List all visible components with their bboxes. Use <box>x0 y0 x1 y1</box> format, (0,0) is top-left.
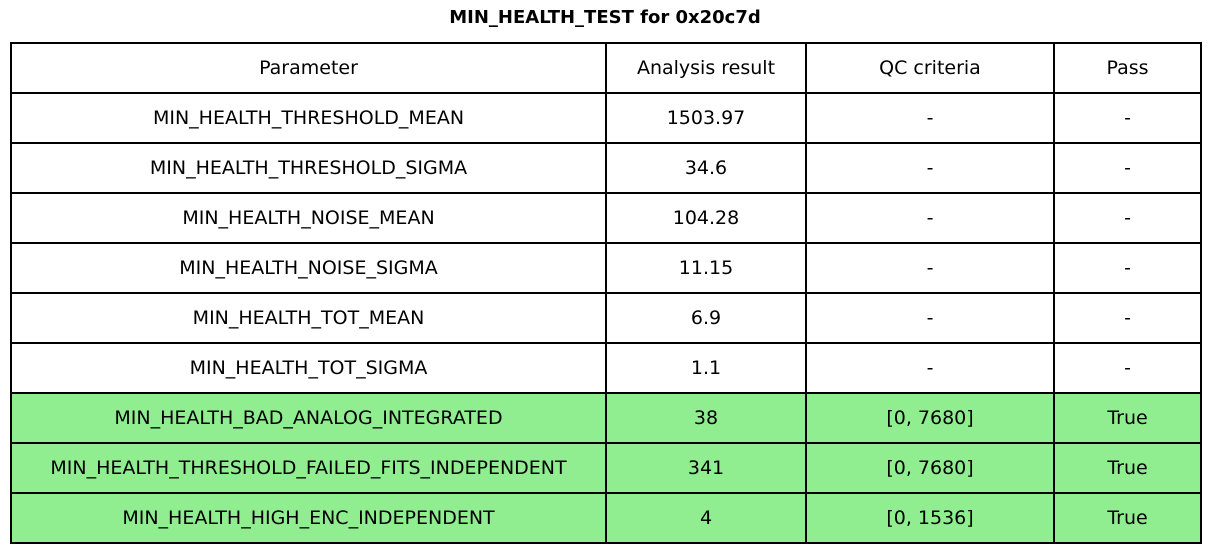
cell-analysis-result: 6.9 <box>605 292 807 344</box>
cell-pass: - <box>1053 142 1202 194</box>
cell-qc-criteria: - <box>805 92 1055 144</box>
chart-title: MIN_HEALTH_TEST for 0x20c7d <box>449 7 761 28</box>
table-row: MIN_HEALTH_TOT_SIGMA 1.1 - - <box>10 342 1202 394</box>
cell-pass: True <box>1053 492 1202 544</box>
table-row: MIN_HEALTH_TOT_MEAN 6.9 - - <box>10 292 1202 344</box>
cell-parameter: MIN_HEALTH_THRESHOLD_MEAN <box>10 92 607 144</box>
cell-parameter: MIN_HEALTH_THRESHOLD_SIGMA <box>10 142 607 194</box>
cell-qc-criteria: [0, 7680] <box>805 392 1055 444</box>
cell-parameter: MIN_HEALTH_NOISE_MEAN <box>10 192 607 244</box>
table-row: MIN_HEALTH_NOISE_SIGMA 11.15 - - <box>10 242 1202 294</box>
qc-results-table: Parameter Analysis result QC criteria Pa… <box>10 42 1202 544</box>
cell-analysis-result: 38 <box>605 392 807 444</box>
cell-qc-criteria: [0, 1536] <box>805 492 1055 544</box>
column-header-analysis-result: Analysis result <box>605 42 807 94</box>
cell-qc-criteria: - <box>805 192 1055 244</box>
cell-analysis-result: 34.6 <box>605 142 807 194</box>
cell-pass: - <box>1053 192 1202 244</box>
cell-parameter: MIN_HEALTH_TOT_SIGMA <box>10 342 607 394</box>
table-row: MIN_HEALTH_THRESHOLD_MEAN 1503.97 - - <box>10 92 1202 144</box>
cell-qc-criteria: [0, 7680] <box>805 442 1055 494</box>
table-row-passed: MIN_HEALTH_HIGH_ENC_INDEPENDENT 4 [0, 15… <box>10 492 1202 544</box>
cell-qc-criteria: - <box>805 242 1055 294</box>
cell-analysis-result: 1503.97 <box>605 92 807 144</box>
column-header-pass: Pass <box>1053 42 1202 94</box>
table-row-passed: MIN_HEALTH_THRESHOLD_FAILED_FITS_INDEPEN… <box>10 442 1202 494</box>
cell-pass: True <box>1053 442 1202 494</box>
table-row-passed: MIN_HEALTH_BAD_ANALOG_INTEGRATED 38 [0, … <box>10 392 1202 444</box>
cell-parameter: MIN_HEALTH_NOISE_SIGMA <box>10 242 607 294</box>
cell-pass: - <box>1053 242 1202 294</box>
table-header-row: Parameter Analysis result QC criteria Pa… <box>10 42 1202 94</box>
cell-qc-criteria: - <box>805 142 1055 194</box>
cell-pass: - <box>1053 292 1202 344</box>
cell-pass: True <box>1053 392 1202 444</box>
cell-parameter: MIN_HEALTH_THRESHOLD_FAILED_FITS_INDEPEN… <box>10 442 607 494</box>
column-header-qc-criteria: QC criteria <box>805 42 1055 94</box>
cell-qc-criteria: - <box>805 292 1055 344</box>
cell-analysis-result: 341 <box>605 442 807 494</box>
cell-parameter: MIN_HEALTH_BAD_ANALOG_INTEGRATED <box>10 392 607 444</box>
table-row: MIN_HEALTH_THRESHOLD_SIGMA 34.6 - - <box>10 142 1202 194</box>
cell-qc-criteria: - <box>805 342 1055 394</box>
table-row: MIN_HEALTH_NOISE_MEAN 104.28 - - <box>10 192 1202 244</box>
cell-analysis-result: 1.1 <box>605 342 807 394</box>
cell-analysis-result: 4 <box>605 492 807 544</box>
cell-parameter: MIN_HEALTH_HIGH_ENC_INDEPENDENT <box>10 492 607 544</box>
cell-pass: - <box>1053 92 1202 144</box>
column-header-parameter: Parameter <box>10 42 607 94</box>
cell-analysis-result: 11.15 <box>605 242 807 294</box>
cell-pass: - <box>1053 342 1202 394</box>
cell-parameter: MIN_HEALTH_TOT_MEAN <box>10 292 607 344</box>
cell-analysis-result: 104.28 <box>605 192 807 244</box>
